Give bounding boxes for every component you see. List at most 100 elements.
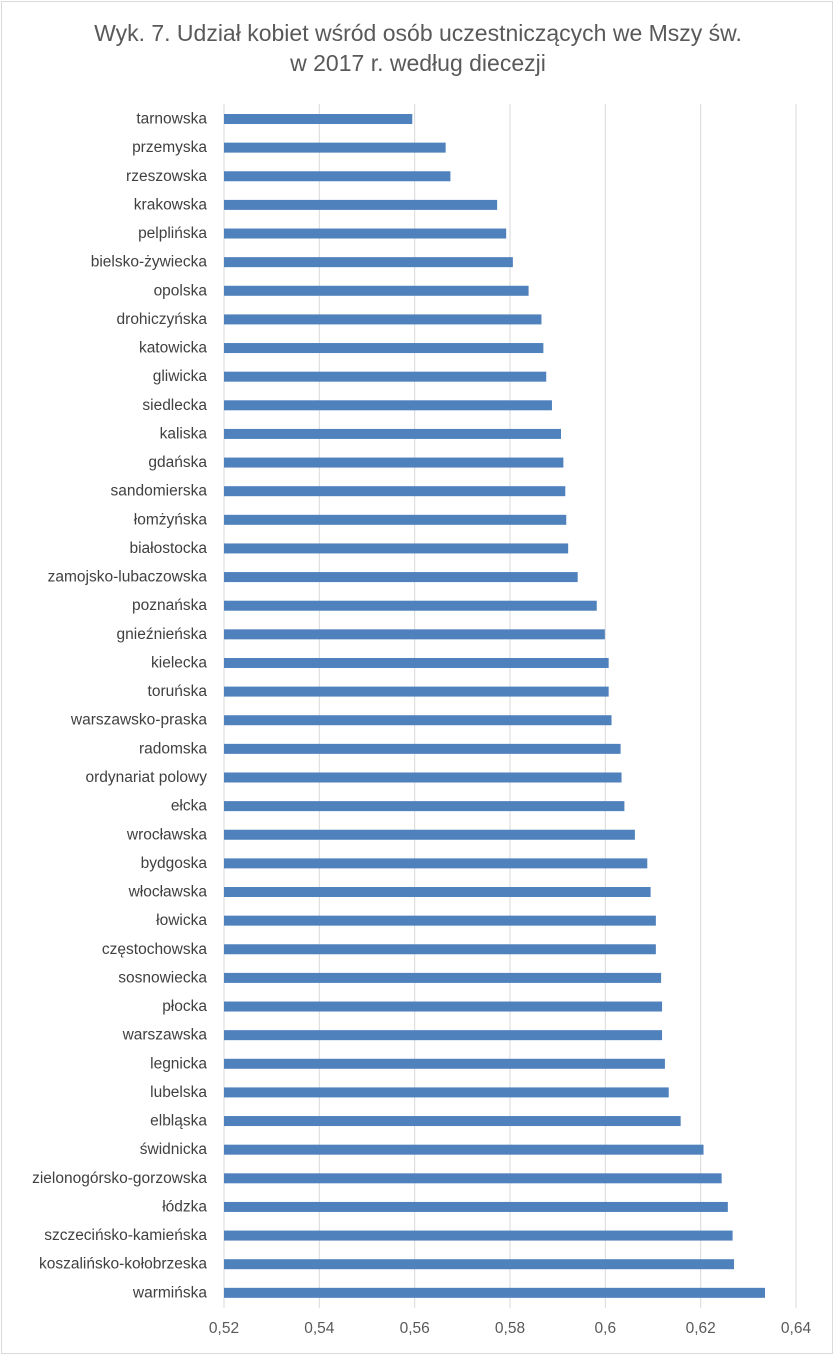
bar	[224, 829, 635, 840]
bar	[224, 1287, 766, 1298]
bar	[224, 228, 507, 239]
bar	[224, 428, 562, 439]
category-label: tarnowska	[136, 111, 207, 128]
category-label: elbląska	[150, 1113, 207, 1130]
category-label: łódzka	[162, 1198, 207, 1215]
bar	[224, 1201, 728, 1212]
category-label: bydgoska	[141, 855, 208, 872]
bar	[224, 1001, 663, 1012]
bar	[224, 171, 451, 182]
bar	[224, 572, 578, 583]
category-label: drohiczyńska	[117, 311, 208, 328]
chart-title-line-1: Wyk. 7. Udział kobiet wśród osób uczestn…	[94, 20, 742, 46]
bar	[224, 1144, 704, 1155]
x-tick-label: 0,6	[595, 1320, 617, 1337]
category-label: poznańska	[132, 597, 207, 614]
category-label: zielonogórsko-gorzowska	[32, 1170, 207, 1187]
category-label: kaliska	[160, 425, 208, 442]
gridlines	[223, 104, 797, 1308]
category-label: włocławska	[128, 884, 208, 901]
x-tick-label: 0,56	[400, 1320, 430, 1337]
bar	[224, 486, 566, 497]
bar	[224, 715, 612, 726]
x-tick-label: 0,64	[781, 1320, 812, 1337]
category-label: radomska	[139, 740, 207, 757]
x-tick-label: 0,58	[495, 1320, 525, 1337]
bar	[224, 543, 569, 554]
category-label: płocka	[162, 998, 207, 1015]
category-label: katowicka	[139, 340, 207, 357]
bar	[224, 457, 564, 468]
bar	[224, 858, 648, 869]
bar	[224, 1030, 663, 1041]
category-label: gnieźnieńska	[117, 626, 208, 643]
bar	[224, 514, 567, 525]
x-tick-label: 0,52	[209, 1320, 239, 1337]
category-labels: tarnowska przemyska rzeszowska krakowska pel…	[32, 111, 207, 1302]
bars	[224, 114, 766, 1298]
category-label: kielecka	[151, 654, 207, 671]
bar	[224, 629, 605, 640]
bar	[224, 1230, 733, 1241]
bar	[224, 257, 513, 268]
bar	[224, 1058, 665, 1069]
bar	[224, 887, 651, 898]
category-label: pelplińska	[138, 225, 207, 242]
bar	[224, 142, 446, 153]
chart-title: Wyk. 7. Udział kobiet wśród osób uczestn…	[0, 18, 836, 78]
bar	[224, 944, 656, 955]
bar	[224, 1087, 669, 1098]
bar	[224, 772, 622, 783]
x-tick-label: 0,62	[686, 1320, 716, 1337]
category-label: ełcka	[171, 798, 208, 815]
category-label: rzeszowska	[126, 168, 207, 185]
x-tick-label: 0,54	[304, 1320, 335, 1337]
category-label: warszawska	[122, 1027, 208, 1044]
category-label: białostocka	[129, 540, 207, 557]
category-label: siedlecka	[142, 397, 207, 414]
bar	[224, 285, 529, 296]
bar	[224, 686, 609, 697]
category-label: warszawsko-praska	[70, 712, 207, 729]
category-label: łomżyńska	[134, 511, 208, 528]
category-label: krakowska	[134, 196, 208, 213]
bar	[224, 1173, 722, 1184]
category-label: bielsko-żywiecka	[91, 254, 208, 271]
bar	[224, 1116, 681, 1127]
bar	[224, 915, 656, 926]
bar	[224, 972, 662, 983]
category-label: gdańska	[148, 454, 207, 471]
category-label: legnicka	[150, 1055, 207, 1072]
bar	[224, 400, 552, 411]
category-label: lubelska	[150, 1084, 207, 1101]
category-label: szczecińsko-kamieńska	[44, 1227, 207, 1244]
bar	[224, 801, 625, 812]
category-label: zamojsko-lubaczowska	[48, 569, 208, 586]
bar	[224, 114, 413, 124]
category-label: warmińska	[132, 1284, 207, 1301]
category-label: ordynariat polowy	[86, 769, 208, 786]
bar	[224, 600, 597, 611]
chart-title-line-2: w 2017 r. według diecezji	[290, 50, 546, 76]
category-label: częstochowska	[102, 941, 207, 958]
category-label: sandomierska	[111, 483, 208, 500]
category-label: toruńska	[148, 683, 208, 700]
bar	[224, 657, 609, 668]
category-label: przemyska	[132, 139, 207, 156]
bar	[224, 199, 498, 210]
bar	[224, 371, 547, 382]
x-tick-labels: 0,52 0,54 0,56 0,58 0,6 0,62 0,64	[209, 1320, 812, 1337]
category-label: sosnowiecka	[118, 969, 207, 986]
category-label: koszalińsko-kołobrzeska	[39, 1256, 207, 1273]
category-label: łowicka	[156, 912, 207, 929]
bar	[224, 343, 544, 354]
category-label: świdnicka	[140, 1141, 208, 1158]
category-label: wrocławska	[126, 826, 207, 843]
category-label: opolska	[154, 282, 208, 299]
bar	[224, 314, 542, 325]
bar	[224, 1259, 735, 1270]
bar	[224, 743, 621, 754]
category-label: gliwicka	[153, 368, 208, 385]
